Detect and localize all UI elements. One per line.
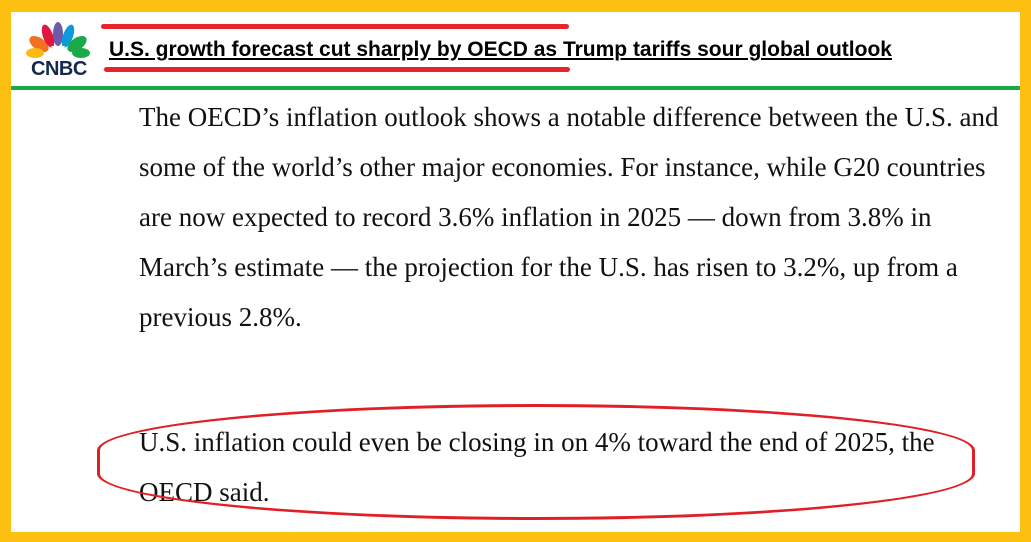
highlight-line-bottom [104, 67, 570, 72]
article-paragraph: The OECD’s inflation outlook shows a not… [139, 102, 999, 332]
highlight-ellipse [97, 404, 975, 520]
logo-text: CNBC [31, 58, 87, 80]
article-header: CNBC U.S. growth forecast cut sharply by… [11, 12, 1020, 90]
peacock-icon [26, 22, 90, 58]
screenshot-frame: CNBC U.S. growth forecast cut sharply by… [11, 12, 1020, 532]
highlight-line-top [101, 24, 569, 29]
cnbc-logo: CNBC [23, 20, 93, 80]
article-title-link[interactable]: U.S. growth forecast cut sharply by OECD… [109, 38, 892, 61]
